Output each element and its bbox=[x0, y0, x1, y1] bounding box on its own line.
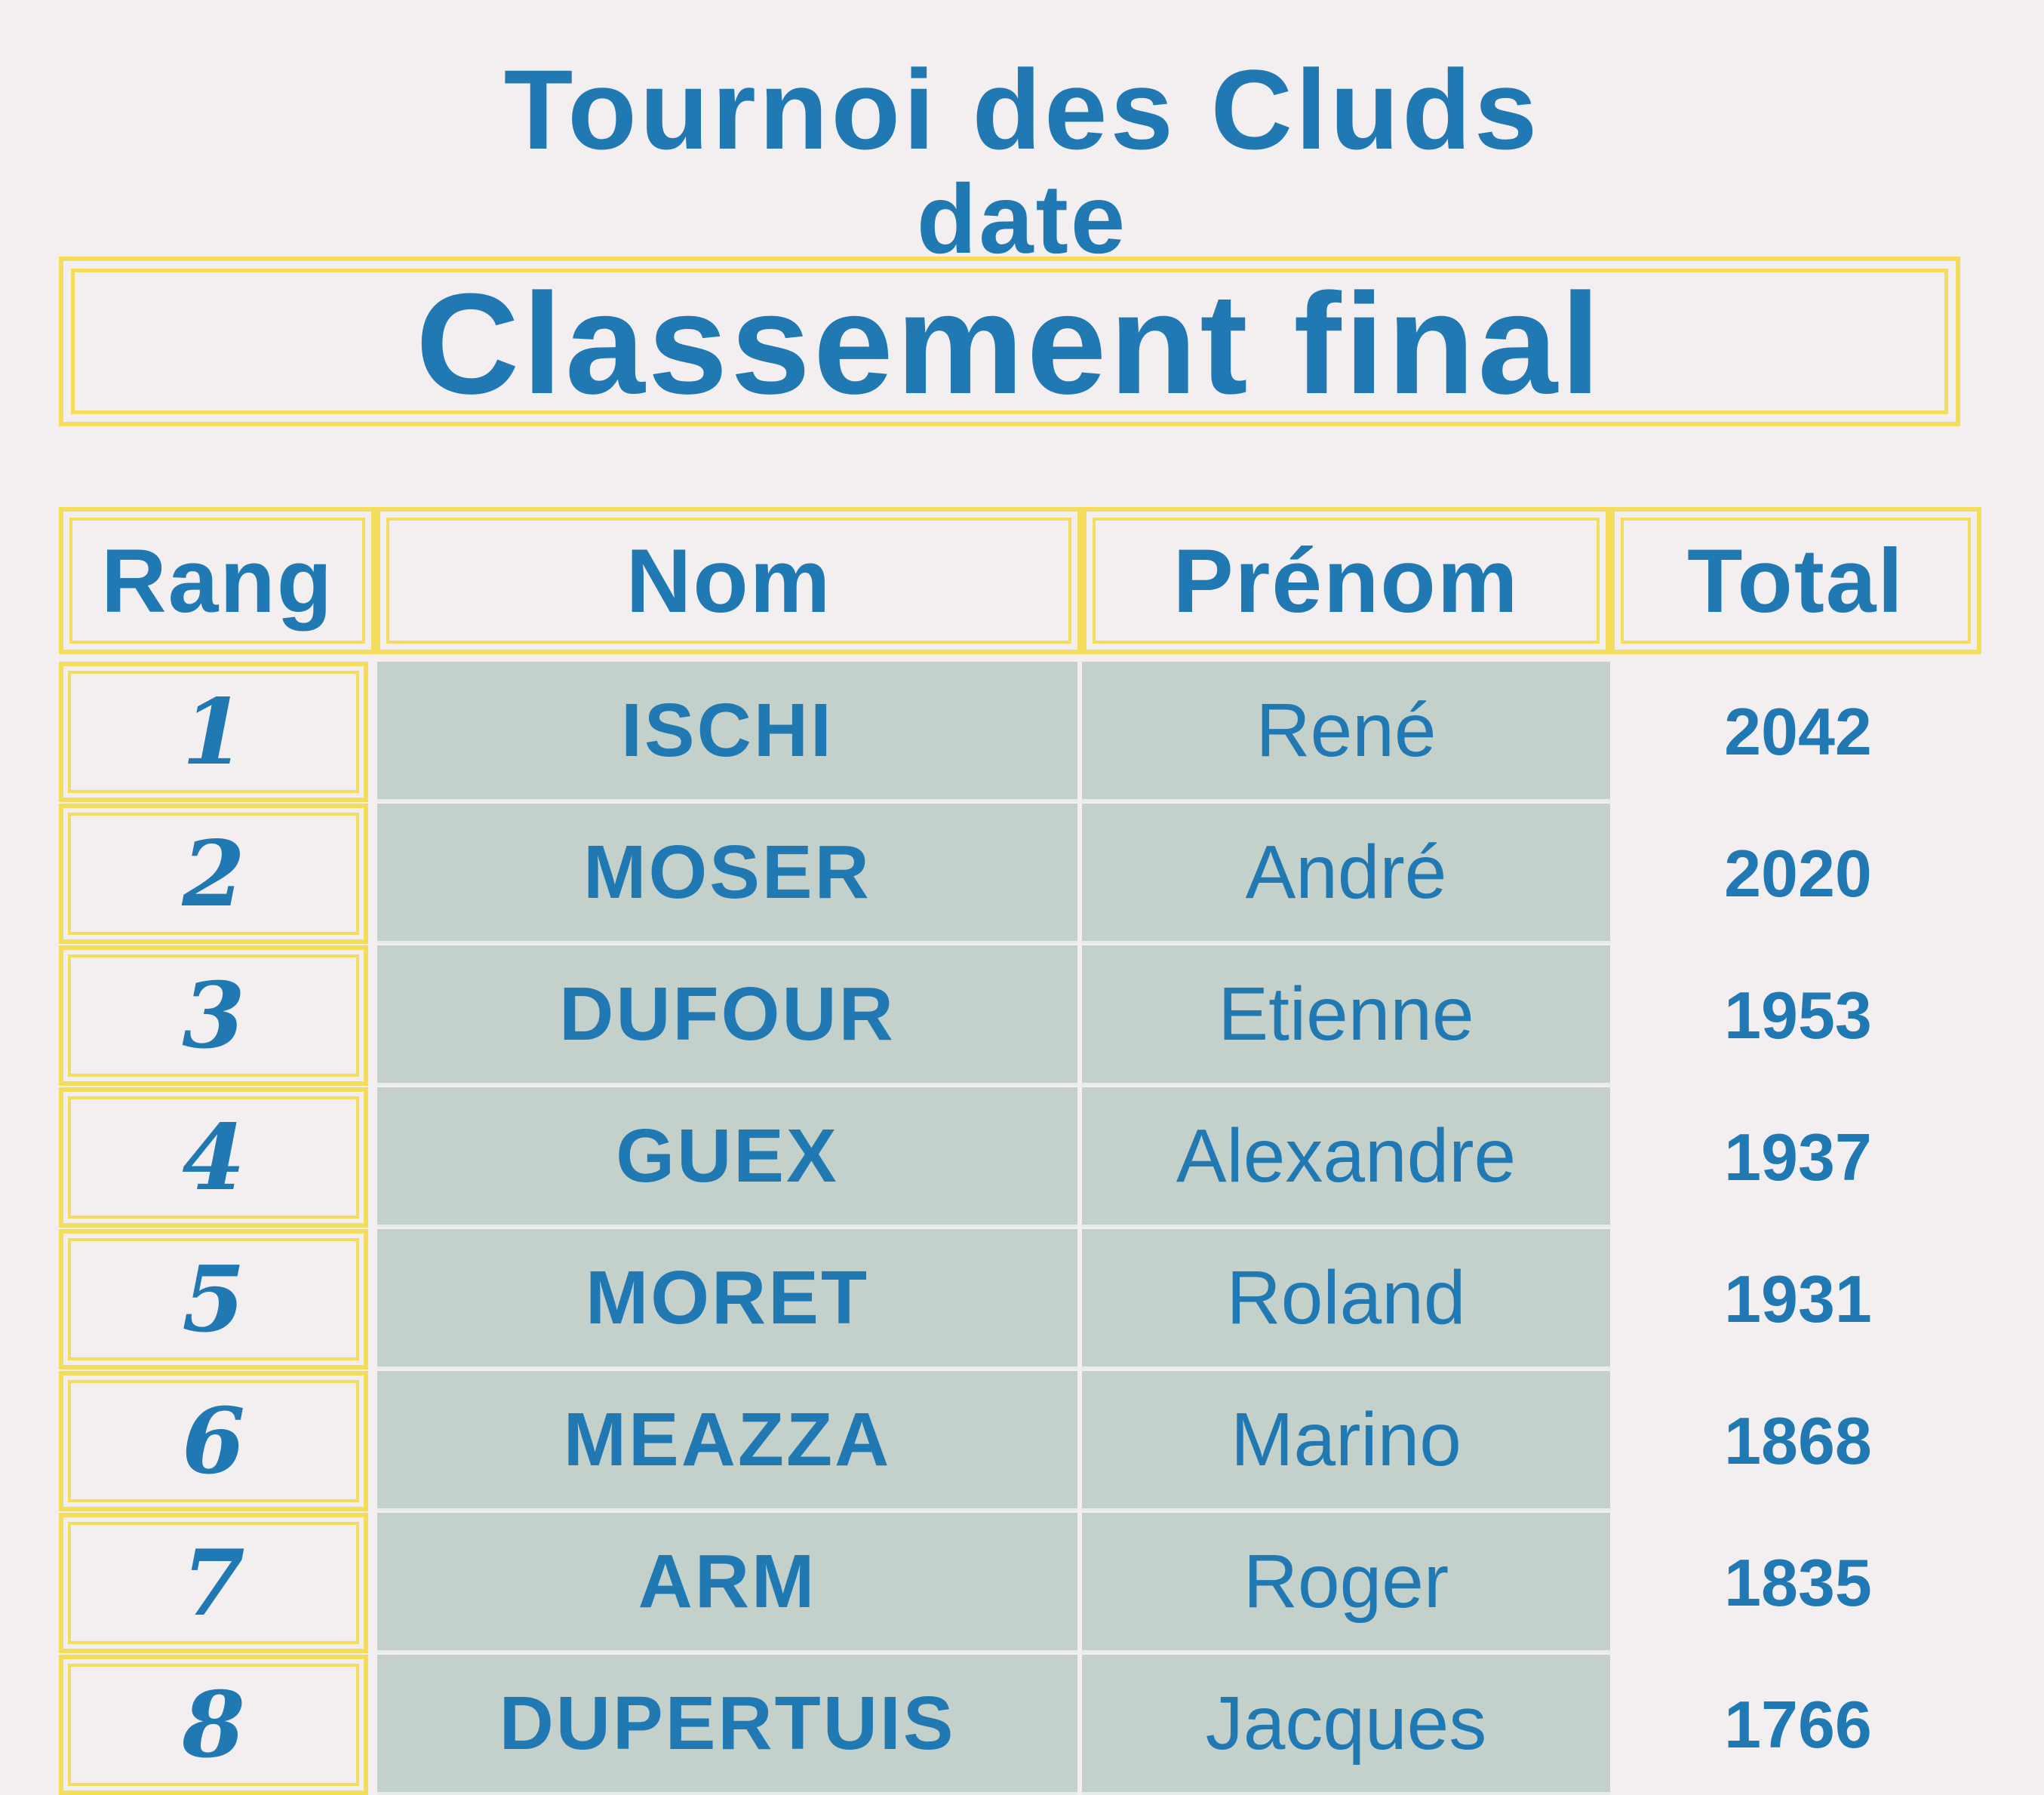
nom-cell: MORET bbox=[377, 1229, 1077, 1369]
nom-cell: ISCHI bbox=[377, 662, 1077, 802]
nom-cell: MOSER bbox=[377, 804, 1077, 944]
header-total: Total bbox=[1610, 507, 1981, 654]
header-prenom: Prénom bbox=[1082, 507, 1610, 654]
nom-cell: DUFOUR bbox=[377, 945, 1077, 1086]
table-row: 4 GUEX Alexandre 1937 bbox=[59, 1087, 1981, 1228]
rank-cell: 5 bbox=[59, 1229, 368, 1369]
table-row: 6 MEAZZA Marino 1868 bbox=[59, 1371, 1981, 1511]
prenom-cell: Jacques bbox=[1082, 1655, 1610, 1795]
total-cell: 1937 bbox=[1724, 1120, 1872, 1194]
prenom-cell: René bbox=[1082, 662, 1610, 802]
banner-title: Classement final bbox=[71, 269, 1948, 416]
rank-value: 3 bbox=[68, 954, 359, 1077]
rank-cell: 2 bbox=[59, 804, 368, 944]
prenom-cell: Marino bbox=[1082, 1371, 1610, 1511]
total-cell: 1766 bbox=[1724, 1687, 1872, 1762]
table-row: 1 ISCHI René 2042 bbox=[59, 662, 1981, 802]
table-row: 7 ARM Roger 1835 bbox=[59, 1513, 1981, 1653]
total-cell: 1868 bbox=[1724, 1403, 1872, 1478]
table-row: 5 MORET Roland 1931 bbox=[59, 1229, 1981, 1369]
document-date: date bbox=[916, 164, 1128, 274]
prenom-cell: Roger bbox=[1082, 1513, 1610, 1653]
rank-value: 6 bbox=[68, 1380, 359, 1502]
prenom-cell: André bbox=[1082, 804, 1610, 944]
document-title: Tournoi des Cluds bbox=[503, 46, 1541, 173]
rank-value: 2 bbox=[68, 813, 359, 935]
table-row: 8 DUPERTUIS Jacques 1766 bbox=[59, 1655, 1981, 1795]
header-rang: Rang bbox=[59, 507, 376, 654]
rank-cell: 1 bbox=[59, 662, 368, 802]
rank-cell: 7 bbox=[59, 1513, 368, 1653]
rank-value: 1 bbox=[68, 671, 359, 793]
total-cell: 2020 bbox=[1724, 836, 1872, 911]
rank-cell: 8 bbox=[59, 1655, 368, 1795]
nom-cell: GUEX bbox=[377, 1087, 1077, 1228]
rank-value: 7 bbox=[68, 1522, 359, 1644]
table-row: 3 DUFOUR Etienne 1953 bbox=[59, 945, 1981, 1086]
total-cell: 1931 bbox=[1724, 1262, 1872, 1336]
prenom-cell: Alexandre bbox=[1082, 1087, 1610, 1228]
total-cell: 1835 bbox=[1724, 1545, 1872, 1620]
total-cell: 1953 bbox=[1724, 978, 1872, 1053]
rank-value: 5 bbox=[68, 1238, 359, 1360]
nom-cell: MEAZZA bbox=[377, 1371, 1077, 1511]
rank-value: 8 bbox=[68, 1664, 359, 1786]
rank-cell: 3 bbox=[59, 945, 368, 1086]
rank-cell: 4 bbox=[59, 1087, 368, 1228]
prenom-cell: Etienne bbox=[1082, 945, 1610, 1086]
nom-cell: DUPERTUIS bbox=[377, 1655, 1077, 1795]
rank-cell: 6 bbox=[59, 1371, 368, 1511]
rank-value: 4 bbox=[68, 1096, 359, 1219]
prenom-cell: Roland bbox=[1082, 1229, 1610, 1369]
nom-cell: ARM bbox=[377, 1513, 1077, 1653]
total-cell: 2042 bbox=[1724, 694, 1872, 769]
header-nom: Nom bbox=[376, 507, 1082, 654]
table-row: 2 MOSER André 2020 bbox=[59, 804, 1981, 944]
banner-box: Classement final bbox=[59, 257, 1960, 426]
